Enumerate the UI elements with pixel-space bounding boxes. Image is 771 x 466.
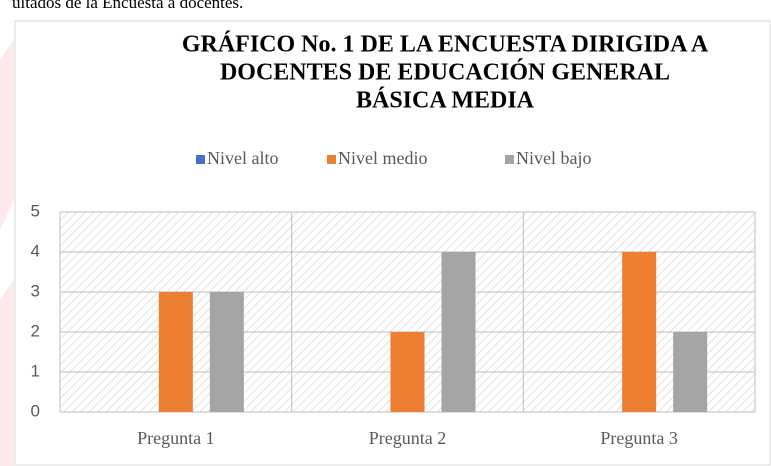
y-tick-label: 2 [31,321,40,340]
bar [158,292,193,412]
bar [441,252,476,412]
legend-label: Nivel bajo [516,148,591,168]
legend-label: Nivel medio [338,148,427,168]
legend-swatch [327,155,336,164]
chart-title: DOCENTES DE EDUCACIÓN GENERAL [220,59,670,86]
caption: ultados de la Encuesta a docentes. [12,0,243,12]
bar [209,292,244,412]
x-tick-label: Pregunta 2 [369,428,446,448]
x-tick-label: Pregunta 1 [137,428,214,448]
y-tick-label: 1 [31,361,40,380]
y-tick-label: 4 [31,241,40,260]
legend-swatch [196,155,205,164]
y-tick-label: 3 [31,281,40,300]
decor [0,280,14,466]
chart-title: GRÁFICO No. 1 DE LA ENCUESTA DIRIGIDA A [182,32,709,58]
x-tick-label: Pregunta 3 [600,428,677,448]
legend-label: Nivel alto [207,148,278,168]
y-tick-label: 5 [31,201,40,220]
chart-title: BÁSICA MEDIA [356,88,535,114]
decor [0,40,14,230]
bar [390,332,425,412]
y-tick-label: 0 [31,401,40,420]
bar [622,252,657,412]
bar [673,332,708,412]
legend-swatch [505,155,514,164]
